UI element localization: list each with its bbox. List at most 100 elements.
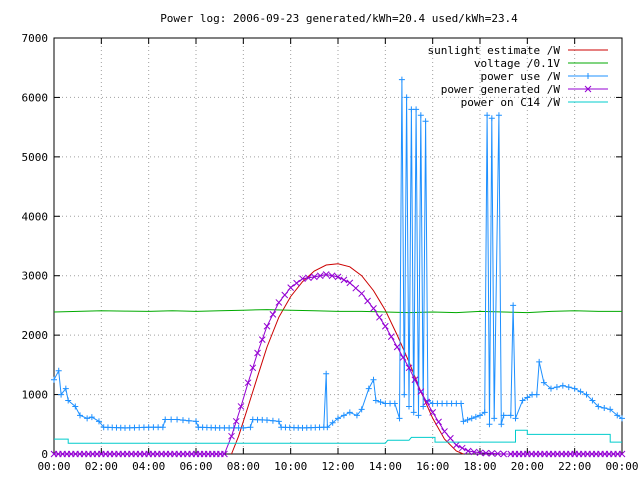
y-tick-label: 7000 bbox=[22, 32, 49, 45]
y-tick-label: 6000 bbox=[22, 91, 49, 104]
data-point bbox=[95, 418, 102, 425]
data-point bbox=[429, 409, 437, 416]
data-point bbox=[323, 370, 330, 377]
y-tick-label: 2000 bbox=[22, 329, 49, 342]
series-1 bbox=[53, 309, 622, 314]
x-tick-label: 06:00 bbox=[179, 460, 212, 473]
data-point bbox=[618, 450, 626, 458]
data-point bbox=[477, 412, 483, 419]
data-point bbox=[51, 376, 57, 383]
data-point bbox=[221, 450, 228, 458]
data-point bbox=[619, 415, 625, 422]
data-point bbox=[464, 416, 471, 423]
y-tick-label: 3000 bbox=[22, 270, 49, 283]
data-point bbox=[228, 432, 235, 440]
data-point bbox=[403, 94, 410, 101]
data-point bbox=[185, 417, 192, 424]
data-point bbox=[179, 417, 186, 424]
data-point bbox=[275, 299, 283, 306]
data-point bbox=[316, 272, 324, 280]
x-tick-label: 08:00 bbox=[227, 460, 260, 473]
data-point bbox=[447, 434, 454, 442]
data-point bbox=[519, 397, 526, 404]
legend-label: power on C14 /W bbox=[461, 96, 561, 109]
data-point bbox=[488, 115, 495, 122]
data-point bbox=[494, 450, 502, 458]
chart-title: Power log: 2006-09-23 generated/kWh=20.4… bbox=[160, 12, 518, 25]
data-point bbox=[420, 403, 427, 410]
x-tick-label: 10:00 bbox=[274, 460, 307, 473]
data-point bbox=[370, 376, 377, 383]
data-point bbox=[435, 418, 442, 426]
data-point bbox=[346, 409, 353, 416]
x-tick-label: 18:00 bbox=[463, 460, 496, 473]
data-point bbox=[244, 379, 252, 387]
data-point bbox=[293, 279, 300, 287]
data-point bbox=[358, 406, 365, 413]
legend-marker bbox=[584, 85, 592, 93]
data-point bbox=[370, 305, 377, 312]
data-point bbox=[536, 358, 543, 365]
data-point bbox=[500, 412, 507, 419]
y-tick-label: 4000 bbox=[22, 210, 49, 223]
data-point bbox=[399, 354, 407, 361]
data-point bbox=[193, 418, 199, 425]
data-point bbox=[269, 310, 277, 318]
data-point bbox=[464, 447, 472, 455]
data-point bbox=[84, 415, 91, 422]
data-point bbox=[415, 412, 422, 419]
data-point bbox=[500, 450, 508, 458]
data-point bbox=[401, 391, 408, 398]
data-point bbox=[159, 424, 166, 431]
legend-label: power use /W bbox=[481, 70, 561, 83]
data-point bbox=[559, 382, 566, 389]
data-point bbox=[391, 400, 398, 407]
x-tick-label: 04:00 bbox=[132, 460, 165, 473]
data-point bbox=[405, 364, 413, 372]
data-point bbox=[334, 273, 342, 281]
data-point bbox=[406, 403, 412, 410]
y-tick-label: 1000 bbox=[22, 389, 49, 402]
series-line bbox=[53, 79, 623, 429]
series-2 bbox=[51, 76, 625, 431]
data-point bbox=[65, 397, 72, 404]
data-point bbox=[322, 271, 330, 278]
data-point bbox=[381, 322, 389, 330]
data-point bbox=[510, 302, 517, 309]
data-point bbox=[72, 403, 79, 410]
data-point bbox=[247, 424, 254, 431]
data-point bbox=[548, 385, 554, 392]
data-point bbox=[168, 416, 175, 423]
data-point bbox=[335, 415, 341, 422]
data-point bbox=[364, 297, 371, 305]
data-point bbox=[393, 343, 401, 351]
data-point bbox=[254, 349, 261, 357]
data-point bbox=[540, 379, 547, 386]
data-point bbox=[305, 274, 312, 282]
data-point bbox=[460, 418, 467, 425]
data-point bbox=[595, 403, 602, 410]
x-tick-label: 00:00 bbox=[605, 460, 638, 473]
data-point bbox=[470, 448, 478, 456]
data-point bbox=[507, 412, 514, 419]
legend-label: sunlight estimate /W bbox=[428, 44, 561, 57]
data-point bbox=[275, 418, 282, 425]
data-point bbox=[614, 412, 621, 419]
data-point bbox=[88, 414, 95, 421]
data-point bbox=[352, 284, 360, 292]
data-point bbox=[328, 272, 336, 280]
series-3 bbox=[50, 271, 626, 458]
series-line bbox=[53, 309, 622, 314]
data-point bbox=[324, 424, 331, 431]
data-point bbox=[577, 388, 584, 395]
data-point bbox=[58, 391, 65, 398]
data-point bbox=[263, 322, 271, 330]
x-tick-label: 14:00 bbox=[369, 460, 402, 473]
data-point bbox=[174, 416, 181, 423]
data-point bbox=[55, 367, 62, 374]
data-point bbox=[472, 413, 479, 420]
data-point bbox=[495, 112, 502, 119]
y-tick-label: 5000 bbox=[22, 151, 49, 164]
